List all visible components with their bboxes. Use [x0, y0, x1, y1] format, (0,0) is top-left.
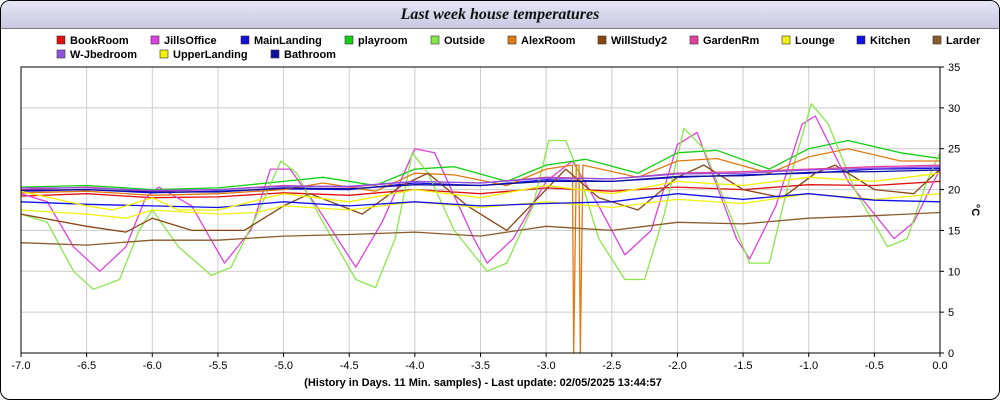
- legend-label: UpperLanding: [173, 49, 248, 61]
- y-tick-label: 10: [948, 266, 960, 278]
- legend-label: playroom: [358, 35, 408, 47]
- series-line-kitchen: [20, 193, 941, 209]
- x-tick-label: 0.0: [932, 360, 947, 372]
- series-line-playroom: [20, 139, 941, 191]
- legend-label: JillsOffice: [164, 35, 217, 47]
- title-bar: Last week house temperatures: [1, 1, 999, 29]
- x-tick-label: -4.5: [340, 360, 359, 372]
- x-tick-label: -0.5: [865, 360, 884, 372]
- x-tick-label: -1.0: [799, 360, 818, 372]
- legend-swatch: [507, 35, 517, 45]
- x-tick-label: -5.5: [208, 360, 227, 372]
- x-tick-label: -6.5: [77, 360, 96, 372]
- y-tick-label: 20: [948, 185, 960, 197]
- x-tick-label: -1.5: [734, 360, 753, 372]
- legend-label: Larder: [946, 35, 981, 47]
- x-tick-label: -4.0: [405, 360, 424, 372]
- legend: BookRoom JillsOffice MainLanding playroom Ou…: [56, 35, 981, 61]
- series-line-outside: [20, 103, 941, 290]
- legend-label: Lounge: [795, 35, 835, 47]
- legend-label: Bathroom: [284, 49, 336, 61]
- legend-label: Outside: [444, 35, 485, 47]
- legend-swatch: [56, 49, 66, 59]
- legend-swatch: [150, 35, 160, 45]
- legend-label: BookRoom: [70, 35, 129, 47]
- legend-swatch: [430, 35, 440, 45]
- y-tick-label: 0: [948, 348, 954, 360]
- series-line-w-jbedroom: [21, 166, 941, 192]
- legend-label: MainLanding: [254, 35, 322, 47]
- x-axis-label: (History in Days. 11 Min. samples) - Las…: [304, 377, 662, 389]
- series-line-upperlanding: [20, 172, 941, 211]
- y-tick-label: 5: [948, 307, 954, 319]
- legend-label: GardenRm: [703, 35, 759, 47]
- legend-swatch: [270, 49, 280, 59]
- y-axis-label: °C: [969, 204, 981, 216]
- y-tick-label: 15: [948, 225, 960, 237]
- legend-label: W-Jbedroom: [70, 49, 137, 61]
- x-tick-label: -2.0: [668, 360, 687, 372]
- x-tick-label: -5.0: [274, 360, 293, 372]
- legend-swatch: [932, 35, 942, 45]
- series-line-bathroom: [20, 169, 941, 193]
- legend-swatch: [856, 35, 866, 45]
- x-tick-label: -2.5: [602, 360, 621, 372]
- legend-swatch: [597, 35, 607, 45]
- legend-swatch: [689, 35, 699, 45]
- legend-label: AlexRoom: [521, 35, 576, 47]
- legend-swatch: [240, 35, 250, 45]
- legend-swatch: [159, 49, 169, 59]
- legend-swatch: [781, 35, 791, 45]
- y-tick-label: 30: [948, 103, 960, 115]
- series-line-larder: [20, 211, 941, 246]
- legend-swatch: [344, 35, 354, 45]
- y-tick-label: 25: [948, 144, 960, 156]
- chart-title: Last week house temperatures: [400, 6, 600, 23]
- y-tick-label: 35: [948, 62, 960, 74]
- legend-swatch: [56, 35, 66, 45]
- x-tick-label: -3.5: [471, 360, 490, 372]
- legend-label: WillStudy2: [611, 35, 667, 47]
- x-tick-label: -6.0: [143, 360, 162, 372]
- x-tick-label: -3.0: [537, 360, 556, 372]
- series-line-bookroom: [20, 180, 941, 199]
- axis-ticks: -7.0 -6.5 -6.0 -5.5 -5.0 -4.5 -4.0 -3.5 -3.0 -2.5…: [12, 62, 961, 372]
- legend-label: Kitchen: [870, 35, 911, 47]
- x-tick-label: -7.0: [12, 360, 31, 372]
